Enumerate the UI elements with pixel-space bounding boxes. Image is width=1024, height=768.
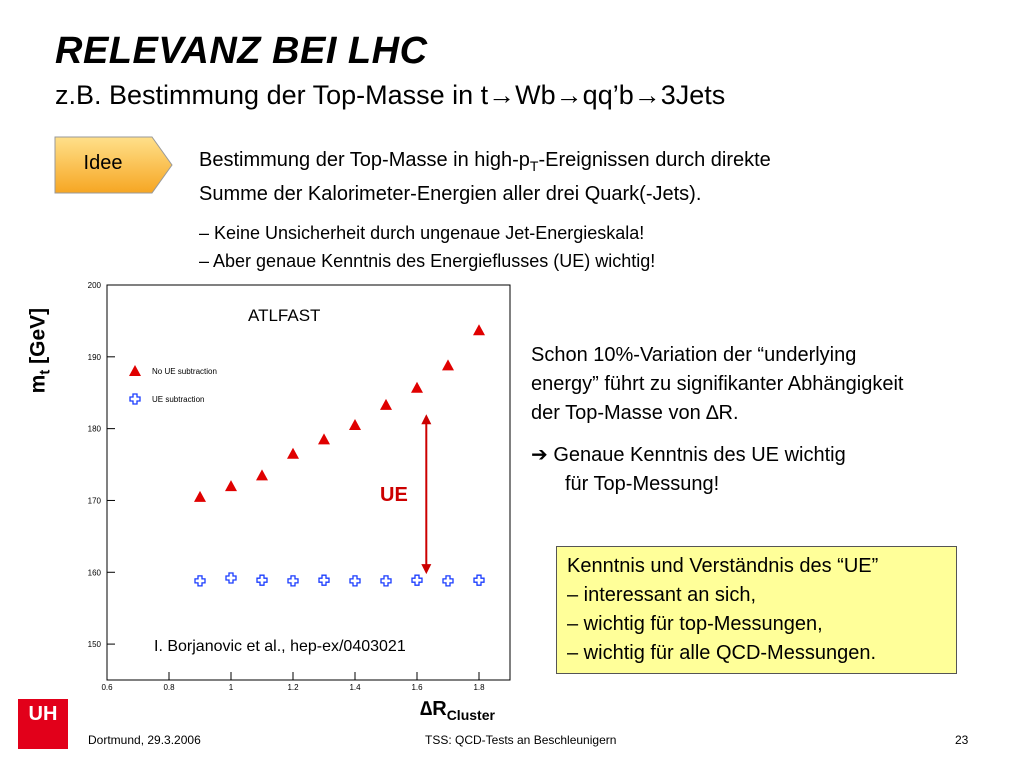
summary-line: Kenntnis und Verständnis des “UE” — [567, 555, 879, 577]
cross-point — [287, 575, 299, 587]
cross-point — [349, 575, 361, 587]
cross-point — [225, 572, 237, 584]
explanation-text: Schon 10%-Variation der “underlying ener… — [531, 341, 903, 428]
triangle-point — [318, 433, 330, 445]
explanation-line: energy” führt zu signifikanter Abhängigk… — [531, 373, 904, 395]
x-tick-label: 1.6 — [411, 683, 423, 692]
y-tick-label: 190 — [88, 353, 102, 362]
conclusion-line: ➔ Genaue Kenntnis des UE wichtig — [531, 444, 846, 466]
y-tick-label: 170 — [88, 496, 102, 505]
cross-point — [411, 574, 423, 586]
summary-box: Kenntnis und Verständnis des “UE” – inte… — [556, 546, 957, 674]
legend: No UE subtraction UE subtraction — [129, 365, 217, 405]
legend-label: UE subtraction — [152, 395, 204, 404]
cross-point — [318, 574, 330, 586]
x-tick-label: 1 — [229, 683, 234, 692]
triangle-point — [380, 398, 392, 410]
citation-bg — [146, 630, 469, 658]
footer-date: Dortmund, 29.3.2006 — [88, 733, 201, 747]
ue-arrow-head-up — [421, 414, 432, 425]
intro-line-2: Summe der Kalorimeter-Energien aller dre… — [199, 183, 702, 205]
x-tick-label: 0.8 — [163, 683, 175, 692]
citation: I. Borjanovic et al., hep-ex/0403021 — [154, 638, 406, 655]
ue-arrow-head-down — [421, 564, 432, 575]
x-tick-label: 0.6 — [101, 683, 113, 692]
x-tick-label: 1.2 — [287, 683, 299, 692]
uni-logo — [18, 699, 68, 749]
slide-title: RELEVANZ BEI LHC — [55, 30, 428, 72]
cross-point — [380, 575, 392, 587]
triangle-point — [194, 490, 206, 502]
y-tick-label: 160 — [88, 568, 102, 577]
legend-label: No UE subtraction — [152, 367, 217, 376]
x-tick-label: 1.8 — [473, 683, 485, 692]
bullet-item: – Aber genaue Kenntnis des Energieflusse… — [199, 251, 656, 271]
y-axis-label: mt [GeV] — [26, 307, 54, 394]
cross-point — [256, 574, 268, 586]
uni-logo-text: UH — [28, 703, 58, 725]
summary-line: – wichtig für alle QCD-Messungen. — [567, 642, 877, 664]
y-tick-label: 150 — [88, 640, 102, 649]
y-tick-label: 180 — [88, 425, 102, 434]
idee-label: Idee — [83, 152, 123, 174]
ue-annotation — [421, 414, 432, 575]
footer-title: TSS: QCD-Tests an Beschleunigern — [425, 733, 617, 747]
page-number: 23 — [955, 733, 969, 747]
triangle-point — [349, 419, 361, 431]
legend-cross-marker — [129, 393, 141, 405]
bullet-item: – Keine Unsicherheit durch ungenaue Jet-… — [199, 223, 645, 243]
x-tick-label: 1.4 — [349, 683, 361, 692]
conclusion-line: für Top-Messung! — [565, 473, 720, 495]
legend-triangle-marker — [129, 365, 141, 376]
bullet-list: – Keine Unsicherheit durch ungenaue Jet-… — [199, 219, 655, 275]
conclusion-text: ➔ Genaue Kenntnis des UE wichtig für Top… — [531, 441, 846, 499]
explanation-line: der Top-Masse von ∆R. — [531, 402, 739, 424]
intro-text: Bestimmung der Top-Masse in high-pT-Erei… — [199, 146, 771, 208]
triangle-point — [442, 359, 454, 371]
idee-arrow-shape — [54, 136, 173, 194]
triangle-point — [287, 447, 299, 459]
triangle-point — [473, 324, 485, 336]
triangle-point — [225, 480, 237, 492]
data-marks — [194, 324, 485, 587]
ue-label: UE — [380, 484, 408, 506]
slide-subtitle: z.B. Bestimmung der Top-Masse in t→Wb→qq… — [55, 80, 726, 110]
triangle-point — [256, 469, 268, 481]
cross-point — [442, 575, 454, 587]
cross-point — [194, 575, 206, 587]
cross-point — [473, 574, 485, 586]
y-tick-label: 200 — [88, 281, 102, 290]
intro-line-1: Bestimmung der Top-Masse in high-pT-Erei… — [199, 149, 771, 174]
summary-line: – wichtig für top-Messungen, — [567, 613, 823, 635]
chart-title: ATLFAST — [248, 306, 320, 325]
summary-line: – interessant an sich, — [567, 584, 756, 606]
triangle-point — [411, 381, 423, 393]
plot-frame — [106, 284, 511, 681]
explanation-line: Schon 10%-Variation der “underlying — [531, 344, 857, 366]
x-axis-label: ∆RCluster — [420, 698, 495, 723]
axes: 150 160 170 180 190 200 0.6 0.8 1 1.2 1.4 1.6 1.8 — [88, 281, 485, 692]
